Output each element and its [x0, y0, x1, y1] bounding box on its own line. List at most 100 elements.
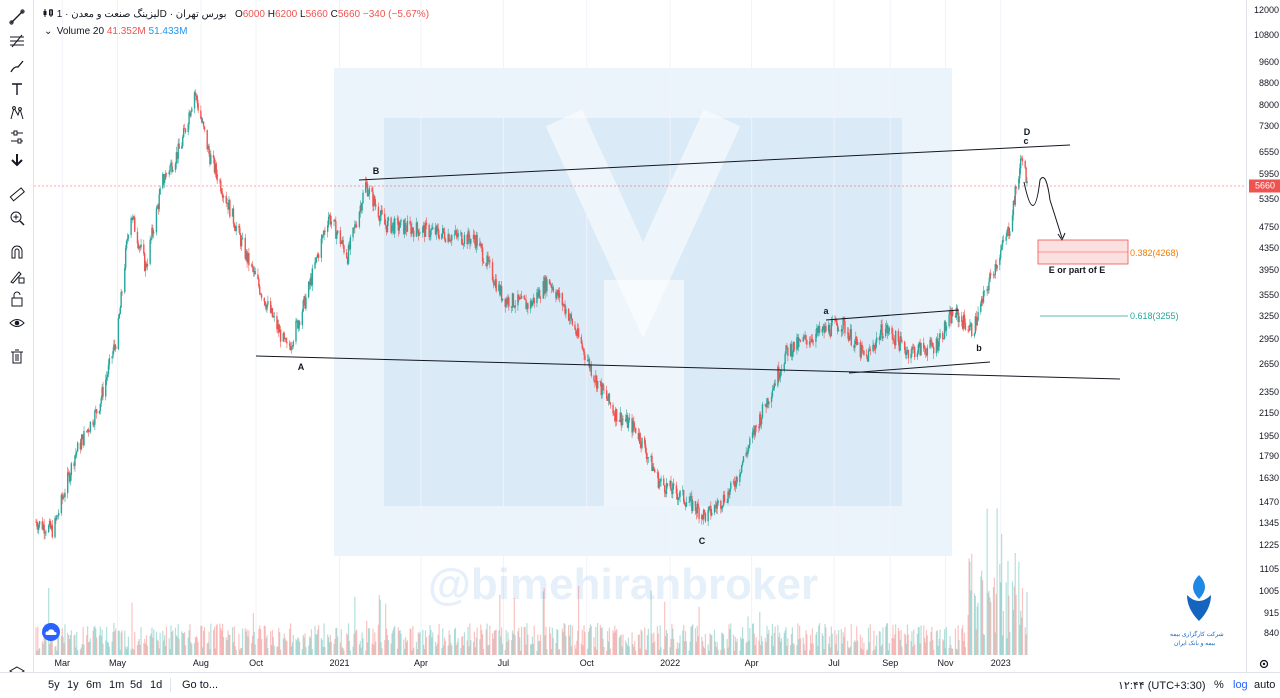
auto-button[interactable]: auto — [1254, 679, 1276, 691]
trend-line-icon[interactable] — [6, 6, 28, 28]
range-5y-button[interactable]: 5y — [48, 679, 60, 691]
bottom-bar: 5y 1y 6m 1m 5d 1d Go to... ۱۲:۴۴ (UTC+3:… — [0, 672, 1280, 698]
candle-body — [1015, 186, 1017, 189]
chart-type-icon[interactable] — [42, 9, 57, 20]
candle-body — [971, 323, 973, 336]
fib-icon[interactable] — [6, 30, 28, 52]
candle-body — [422, 227, 424, 233]
triangle-upper-line[interactable] — [825, 309, 960, 321]
candle-body — [938, 337, 940, 347]
triangle-lower-line[interactable] — [848, 361, 991, 374]
text-icon[interactable] — [6, 78, 28, 100]
volume-bar — [220, 628, 222, 655]
volume-bar — [321, 639, 323, 655]
candle-body — [368, 188, 371, 195]
candle-body — [992, 274, 995, 276]
range-6m-button[interactable]: 6m — [86, 679, 102, 691]
time-scale[interactable]: Mar May Aug Oct 2021 Apr Jul Oct 2022 Apr Jul Sep No… — [34, 655, 1246, 672]
candle-body — [278, 324, 280, 333]
volume-bar — [843, 636, 845, 655]
candle-body — [145, 263, 148, 267]
candle-body — [644, 444, 647, 453]
candle-body — [904, 350, 907, 356]
trash-icon[interactable] — [6, 345, 28, 367]
price-scale[interactable]: 5660 12000 10800 9600 8800 8000 7300 6550 5950 5… — [1246, 0, 1280, 672]
range-1d-button[interactable]: 1d — [150, 679, 163, 691]
candle-body — [259, 293, 262, 295]
volume-bar — [358, 644, 360, 655]
candle-body — [432, 227, 434, 229]
brush-icon[interactable] — [6, 55, 28, 77]
volume-bar — [323, 623, 325, 655]
candle-body — [644, 437, 646, 445]
candle-body — [86, 429, 89, 432]
magnet-icon[interactable] — [6, 241, 28, 263]
candle-body — [67, 472, 70, 474]
low-label: L — [300, 9, 306, 20]
candle-body — [607, 393, 610, 401]
candle-body — [771, 390, 774, 397]
volume-bar — [956, 649, 958, 655]
log-button[interactable]: log — [1233, 679, 1248, 691]
eye-icon[interactable] — [6, 312, 28, 334]
volume-bar — [96, 637, 98, 655]
price-tick: 1105 — [1259, 563, 1279, 574]
volume-bar — [455, 645, 457, 655]
ruler-icon[interactable] — [6, 183, 28, 205]
range-5d-button[interactable]: 5d — [130, 679, 143, 691]
cloud-icon[interactable] — [42, 623, 60, 641]
goto-button[interactable]: Go to... — [182, 679, 219, 691]
volume-bar — [309, 637, 312, 655]
lock-draw-icon[interactable] — [6, 265, 28, 287]
candle-body — [539, 298, 542, 300]
range-1m-button[interactable]: 1m — [109, 679, 125, 691]
percent-button[interactable]: % — [1214, 679, 1224, 691]
interval[interactable]: 1D — [56, 9, 167, 20]
measure-icon[interactable] — [6, 126, 28, 148]
volume-bar — [753, 633, 755, 655]
settings-gear-icon[interactable] — [1258, 657, 1270, 675]
volume-bar — [448, 630, 450, 655]
resistance-trendline[interactable] — [358, 144, 1071, 181]
candle-body — [828, 325, 831, 335]
volume-bar — [373, 644, 375, 655]
candle-body — [277, 324, 279, 330]
candle-body — [894, 340, 896, 346]
price-chart[interactable] — [34, 0, 1246, 672]
candle-body — [980, 303, 982, 312]
volume-bar — [207, 642, 209, 655]
volume-bar — [745, 642, 747, 655]
zoom-icon[interactable] — [6, 207, 28, 229]
candle-body — [265, 306, 267, 310]
volume-bar — [1006, 638, 1008, 655]
arrow-down-icon[interactable] — [6, 149, 28, 171]
collapse-chevron-icon[interactable]: ⌄ — [44, 26, 53, 37]
candle-body — [297, 321, 300, 329]
candle-body — [663, 485, 666, 493]
price-tick: 3950 — [1258, 265, 1279, 276]
lock-icon[interactable] — [6, 288, 28, 310]
range-1y-button[interactable]: 1y — [67, 679, 79, 691]
candle-body — [1024, 161, 1026, 168]
candle-body — [247, 252, 249, 263]
candle-body — [568, 318, 571, 321]
timezone-label[interactable]: ۱۲:۴۴ (UTC+3:30) — [1118, 680, 1206, 692]
volume-bar — [83, 644, 85, 655]
volume-bar — [614, 625, 616, 655]
pattern-icon[interactable] — [6, 102, 28, 124]
exchange: بورس تهران — [175, 9, 227, 20]
symbol-name[interactable]: لیزینگ صنعت و معدن — [71, 9, 160, 20]
chart-area[interactable]: A B C D c a b E or part of E 0.382(4268)… — [34, 0, 1246, 672]
support-trendline[interactable] — [255, 355, 1121, 380]
volume-label[interactable]: Volume 20 — [56, 26, 105, 37]
candle-body — [780, 370, 783, 371]
watermark-text: @bimehiranbroker — [428, 560, 819, 609]
candle-body — [625, 414, 628, 422]
candle-body — [276, 316, 278, 330]
volume-bar — [551, 627, 553, 655]
volume-bar — [196, 637, 198, 655]
candle-body — [481, 247, 484, 262]
volume-bar — [873, 630, 875, 655]
volume-bar — [385, 628, 388, 655]
candle-body — [583, 348, 585, 356]
